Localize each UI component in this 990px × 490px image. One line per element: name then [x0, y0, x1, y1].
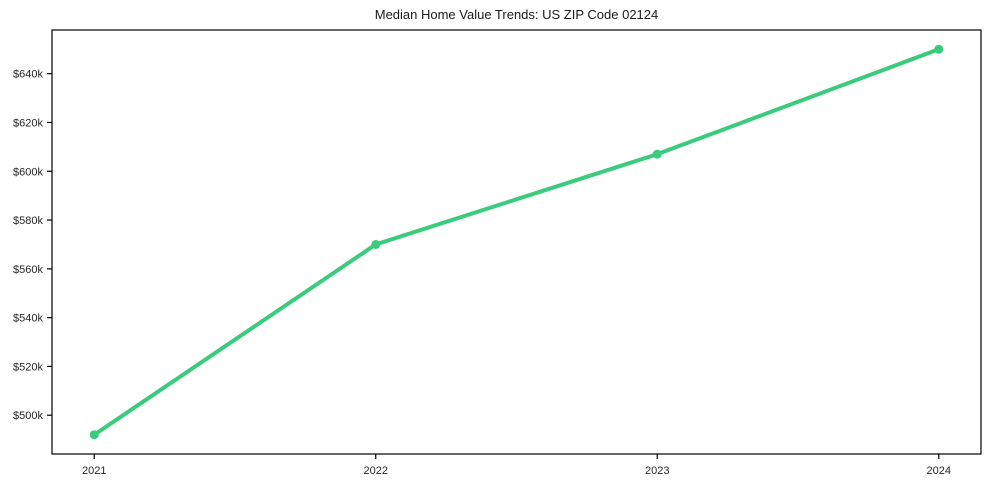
data-point-marker — [652, 149, 662, 159]
y-axis-tick-label: $540k — [13, 313, 43, 325]
y-axis-tick-label: $520k — [13, 361, 43, 373]
y-axis-tick-label: $620k — [13, 117, 43, 129]
y-axis-tick-label: $560k — [13, 264, 43, 276]
plot-border — [51, 29, 982, 455]
y-axis-tick-label: $640k — [13, 69, 43, 81]
x-axis-tick-label: 2021 — [82, 465, 106, 477]
y-axis-tick-label: $580k — [13, 215, 43, 227]
x-axis-tick-label: 2024 — [927, 465, 951, 477]
y-axis-tick-label: $500k — [13, 410, 43, 422]
data-point-marker — [934, 44, 944, 54]
x-axis-tick-label: 2022 — [364, 465, 388, 477]
chart-title: Median Home Value Trends: US ZIP Code 02… — [374, 7, 659, 22]
data-point-marker — [371, 239, 381, 249]
data-point-marker — [89, 430, 99, 440]
trend-line — [92, 47, 941, 437]
x-axis-tick-label: 2023 — [645, 465, 669, 477]
y-axis-tick-label: $600k — [13, 166, 43, 178]
